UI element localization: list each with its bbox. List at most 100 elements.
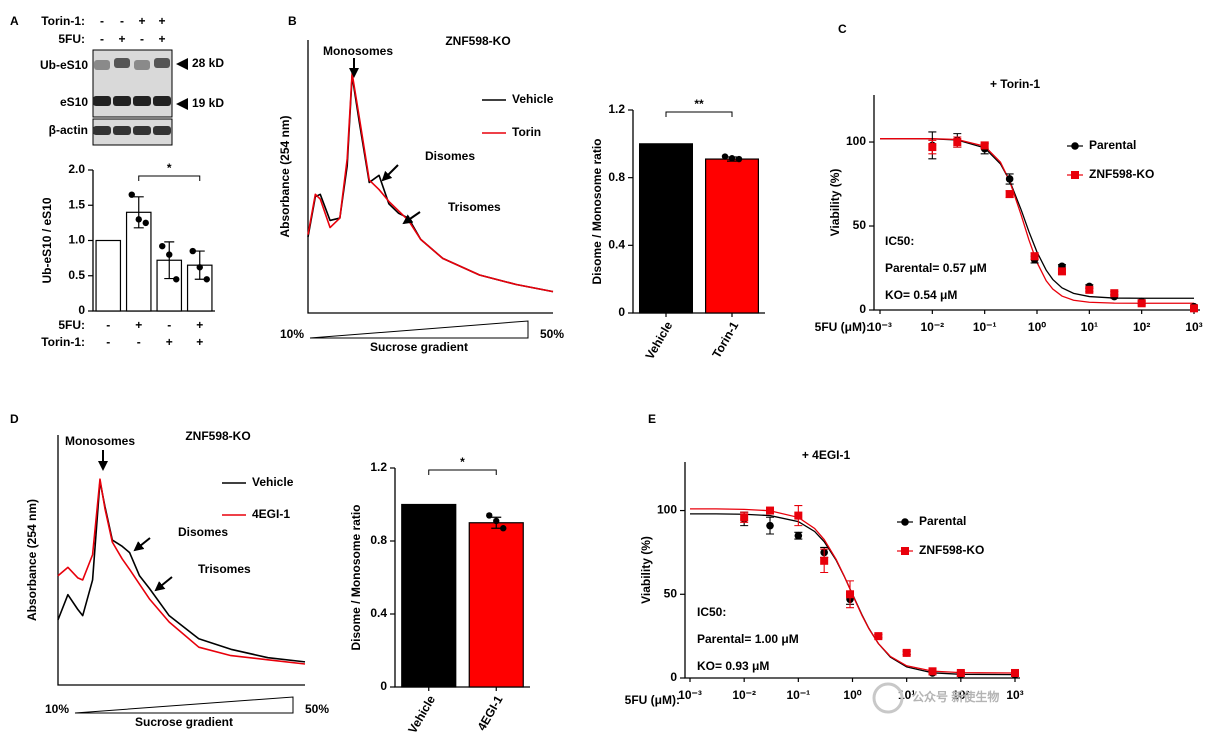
data-point <box>902 648 911 657</box>
band <box>133 96 151 106</box>
panel-letter: B <box>288 14 297 28</box>
error-bar <box>164 241 175 280</box>
y-tick-label: 100 <box>657 503 677 517</box>
bar <box>95 239 122 312</box>
legend-label: Parental <box>1089 138 1136 152</box>
annotation: Parental= 0.57 μM <box>885 261 987 275</box>
condition-sign: - <box>106 318 110 332</box>
legend-marker <box>901 518 909 526</box>
marker-arrow <box>176 98 188 110</box>
y-tick-label: 100 <box>846 134 866 148</box>
bar <box>638 143 693 314</box>
data-point <box>728 155 736 162</box>
treatment-label: 5FU: <box>58 32 85 46</box>
treatment-sign: + <box>138 14 145 28</box>
size-marker: 19 kD <box>192 96 224 110</box>
y-axis-label: Ub-eS10 / eS10 <box>40 197 54 283</box>
band <box>93 96 111 106</box>
x-axis-label: 5FU (μM): <box>815 320 870 334</box>
profile-line <box>307 72 554 293</box>
band <box>93 126 111 135</box>
data-point <box>820 556 829 565</box>
x-tick-label: 10³ <box>1006 688 1023 702</box>
annotation: KO= 0.54 μM <box>885 288 957 302</box>
significance-label: * <box>167 161 172 175</box>
y-axis-label: Absorbance (254 nm) <box>278 115 292 237</box>
significance-label: * <box>460 455 465 469</box>
x-tick-label: 10¹ <box>1081 320 1098 334</box>
data-point <box>159 242 166 250</box>
x-tick-label: 10² <box>952 688 969 702</box>
legend-label: ZNF598-KO <box>1089 167 1154 181</box>
annotation: Monosomes <box>65 434 135 448</box>
legend-label: Vehicle <box>512 92 554 106</box>
data-point <box>1005 190 1014 199</box>
data-point <box>766 521 774 530</box>
annotation-arrow <box>154 576 173 592</box>
y-tick-label: 50 <box>664 586 678 600</box>
data-point <box>846 590 855 599</box>
data-point <box>166 251 173 258</box>
profile-line <box>57 478 306 665</box>
condition-sign: + <box>135 318 142 332</box>
y-tick-label: 1.2 <box>370 460 387 474</box>
y-tick-label: 0 <box>618 305 625 319</box>
significance-bracket <box>138 175 201 181</box>
data-point <box>1005 175 1014 183</box>
data-point <box>980 141 989 150</box>
data-point <box>928 667 937 676</box>
marker-arrow <box>176 58 188 70</box>
data-point <box>874 632 883 641</box>
x-axis-label: Sucrose gradient <box>370 340 468 354</box>
y-axis-label: Viability (%) <box>828 169 842 237</box>
data-point <box>794 511 803 520</box>
legend-label: Vehicle <box>252 475 294 489</box>
gradient-end: 50% <box>305 702 329 716</box>
data-point <box>1011 668 1019 677</box>
fit-curve <box>690 508 1016 674</box>
band-label: β-actin <box>49 123 88 137</box>
annotation: Disomes <box>425 149 475 163</box>
y-tick-label: 0.4 <box>370 606 387 620</box>
data-point <box>1190 304 1198 313</box>
data-point <box>1137 299 1146 308</box>
y-axis-label: Disome / Monosome ratio <box>349 504 363 650</box>
condition-label: Torin-1: <box>41 335 85 349</box>
legend-marker <box>1071 142 1079 150</box>
gradient-end: 50% <box>540 327 564 341</box>
axis <box>57 435 305 686</box>
legend-label: Parental <box>919 514 966 528</box>
legend-marker <box>901 547 909 555</box>
data-point <box>740 513 749 522</box>
x-tick-label: 10⁻² <box>732 688 756 702</box>
data-point <box>956 668 965 677</box>
panel-letter: D <box>10 412 19 426</box>
bar <box>468 522 524 688</box>
condition-sign: - <box>167 318 171 332</box>
annotation-arrow <box>381 164 399 182</box>
x-tick-label: 10³ <box>1185 320 1202 334</box>
x-tick-label: 10⁰ <box>843 688 861 702</box>
gradient-start: 10% <box>280 327 304 341</box>
y-tick-label: 0 <box>859 302 866 316</box>
fit-curve <box>880 138 1194 304</box>
data-point <box>196 264 203 271</box>
y-tick-label: 0.5 <box>68 268 85 282</box>
x-tick-label: 10⁻³ <box>868 320 892 334</box>
data-point <box>135 216 142 223</box>
treatment-sign: + <box>158 14 165 28</box>
legend-marker <box>1071 171 1079 179</box>
annotation: Parental= 1.00 μM <box>697 632 799 646</box>
chart-title: + Torin-1 <box>990 77 1040 91</box>
annotation-arrow <box>402 211 421 225</box>
annotation: Disomes <box>178 525 228 539</box>
y-axis-label: Disome / Monosome ratio <box>590 138 604 284</box>
chart-title: ZNF598-KO <box>185 429 250 443</box>
data-point <box>142 219 149 227</box>
data-point <box>735 155 743 163</box>
band <box>114 58 130 68</box>
treatment-label: Torin-1: <box>41 14 85 28</box>
data-point <box>486 512 493 519</box>
legend-label: Torin <box>512 125 541 139</box>
